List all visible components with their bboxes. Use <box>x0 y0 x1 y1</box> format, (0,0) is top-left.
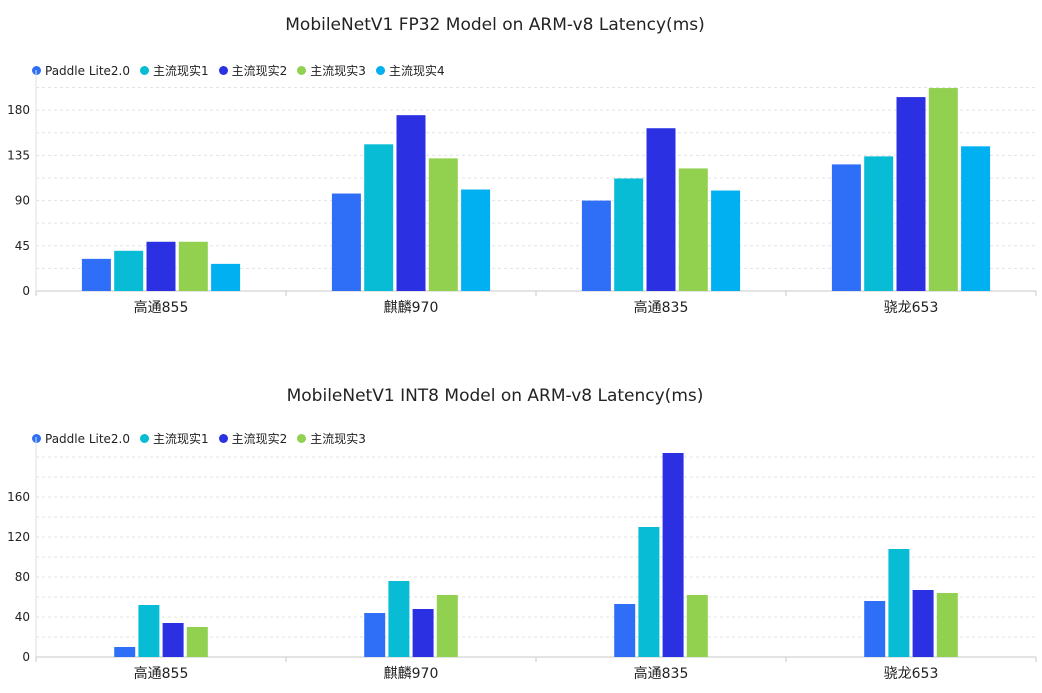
legend-dot-icon <box>140 434 150 443</box>
bar[interactable] <box>638 527 660 657</box>
y-tick-label: 120 <box>7 530 30 544</box>
fp32-latency-chart: MobileNetV1 FP32 Model on ARM-v8 Latency… <box>0 0 1042 346</box>
bar[interactable] <box>138 605 160 657</box>
x-tick-label: 高通855 <box>134 665 189 682</box>
bar[interactable] <box>81 258 111 291</box>
bar[interactable] <box>178 241 208 291</box>
bar[interactable] <box>114 647 136 657</box>
y-tick-label: 90 <box>15 194 30 208</box>
bar[interactable] <box>646 128 676 291</box>
chart-title: MobileNetV1 INT8 Model on ARM-v8 Latency… <box>286 386 704 406</box>
bar[interactable] <box>186 627 208 657</box>
legend-label: 主流现实2 <box>231 64 288 78</box>
legend-dot-icon <box>218 66 228 75</box>
legend-label: 主流现实1 <box>153 64 209 78</box>
bar[interactable] <box>961 146 991 291</box>
bar[interactable] <box>864 156 894 291</box>
bar[interactable] <box>331 193 361 291</box>
bar[interactable] <box>936 593 958 657</box>
legend-dot-icon <box>297 434 307 443</box>
legend-dot-icon <box>375 66 385 75</box>
legend-label: 主流现实2 <box>231 432 288 446</box>
chart-legend: Paddle Lite2.0 主流现实1 主流现实2 主流现实3 <box>32 430 376 447</box>
bar[interactable] <box>388 581 410 657</box>
legend-label: 主流现实4 <box>388 64 445 78</box>
legend-item[interactable]: 主流现实1 <box>140 62 209 79</box>
legend-item[interactable]: 主流现实2 <box>218 62 288 79</box>
y-tick-label: 45 <box>15 239 30 253</box>
chart-legend: Paddle Lite2.0 主流现实1 主流现实2 主流现实3 主流现实4 <box>32 62 455 79</box>
y-tick-label: 180 <box>7 103 30 117</box>
legend-dot-icon <box>297 66 307 75</box>
bar[interactable] <box>614 604 636 657</box>
bar[interactable] <box>461 189 491 291</box>
bar[interactable] <box>678 168 708 291</box>
x-tick-label: 麒麟970 <box>384 300 439 316</box>
legend-label: 主流现实3 <box>310 432 366 446</box>
bar[interactable] <box>614 178 644 291</box>
y-tick-label: 40 <box>15 610 30 624</box>
legend-item[interactable]: 主流现实1 <box>140 430 209 447</box>
bar[interactable] <box>896 97 926 291</box>
y-tick-label: 135 <box>7 148 30 162</box>
bar[interactable] <box>928 88 958 292</box>
y-tick-label: 160 <box>7 490 30 504</box>
bar[interactable] <box>436 595 458 657</box>
fp32-plot-area: 0 45 90 135 180 高通855 麒麟970 高通835 骁龙653 <box>7 70 1037 316</box>
bar[interactable] <box>162 623 184 657</box>
legend-label: 主流现实3 <box>310 64 366 78</box>
bar[interactable] <box>888 549 910 657</box>
x-tick-label: 高通835 <box>634 299 689 316</box>
legend-item[interactable]: 主流现实4 <box>375 62 445 79</box>
int8-latency-chart: MobileNetV1 INT8 Model on ARM-v8 Latency… <box>0 370 1042 693</box>
bar[interactable] <box>364 144 394 291</box>
chart-title: MobileNetV1 FP32 Model on ARM-v8 Latency… <box>285 15 705 35</box>
bar[interactable] <box>864 601 886 657</box>
legend-dot-icon <box>140 66 150 75</box>
bar[interactable] <box>211 263 241 291</box>
y-tick-label: 80 <box>15 570 30 584</box>
bar[interactable] <box>831 164 861 291</box>
x-tick-label: 骁龙653 <box>884 300 939 316</box>
bar[interactable] <box>581 200 611 291</box>
legend-label: Paddle Lite2.0 <box>45 431 131 446</box>
bar[interactable] <box>396 115 426 292</box>
legend-label: 主流现实1 <box>153 432 209 446</box>
legend-label: Paddle Lite2.0 <box>45 63 131 78</box>
bar[interactable] <box>686 595 708 657</box>
bar[interactable] <box>364 613 386 657</box>
bar[interactable] <box>146 241 176 291</box>
x-tick-label: 高通855 <box>134 299 189 316</box>
legend-item[interactable]: 主流现实2 <box>218 430 288 447</box>
y-tick-label: 0 <box>22 650 30 664</box>
bar[interactable] <box>428 158 458 291</box>
bar[interactable] <box>412 609 434 657</box>
bar[interactable] <box>114 250 144 291</box>
legend-dot-icon <box>218 434 228 443</box>
bar[interactable] <box>662 453 684 657</box>
bar[interactable] <box>912 590 934 657</box>
x-tick-label: 麒麟970 <box>384 666 439 682</box>
legend-item[interactable]: 主流现实3 <box>297 62 366 79</box>
x-tick-label: 高通835 <box>634 665 689 682</box>
y-tick-label: 0 <box>22 284 30 298</box>
x-tick-label: 骁龙653 <box>884 666 939 682</box>
bar[interactable] <box>711 190 741 291</box>
legend-item[interactable]: 主流现实3 <box>297 430 366 447</box>
int8-plot-area: 0 40 80 120 160 高通855 麒麟970 高通835 骁龙653 <box>7 437 1037 682</box>
